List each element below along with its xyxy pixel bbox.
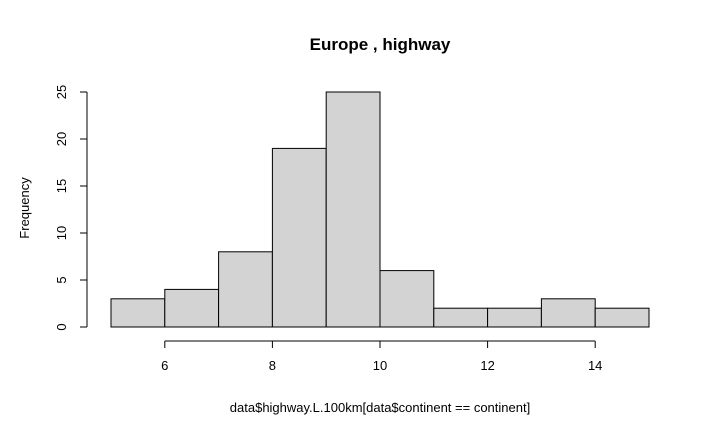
histogram-bar-7 <box>487 307 542 328</box>
y-axis-label: Frequency <box>17 177 32 239</box>
y-tick-label-25: 25 <box>54 85 69 99</box>
y-axis: 0 5 10 15 20 25 <box>54 85 88 331</box>
histogram-bar-1 <box>164 288 220 328</box>
y-tick-label-0: 0 <box>54 323 69 330</box>
x-tick-label-12: 12 <box>480 358 494 373</box>
x-tick-label-14: 14 <box>588 358 602 373</box>
x-tick-label-8: 8 <box>269 358 276 373</box>
x-axis: 6 8 10 12 14 <box>161 340 602 373</box>
histogram-bar-5 <box>379 270 435 328</box>
y-tick-label-20: 20 <box>54 132 69 146</box>
bars-layer <box>110 91 650 328</box>
y-tick-label-15: 15 <box>54 179 69 193</box>
histogram-bar-4 <box>325 91 381 328</box>
x-tick-label-10: 10 <box>373 358 387 373</box>
x-axis-label: data$highway.L.100km[data$continent == c… <box>230 400 530 415</box>
histogram-bar-6 <box>433 307 489 328</box>
histogram-bar-2 <box>218 251 273 328</box>
histogram-bar-8 <box>540 298 596 328</box>
x-tick-label-6: 6 <box>161 358 168 373</box>
histogram-bar-3 <box>271 147 327 328</box>
y-tick-label-5: 5 <box>54 276 69 283</box>
histogram-bar-9 <box>594 307 650 328</box>
histogram-bar-0 <box>110 298 166 328</box>
chart-title: Europe , highway <box>310 35 451 54</box>
y-tick-label-10: 10 <box>54 226 69 240</box>
